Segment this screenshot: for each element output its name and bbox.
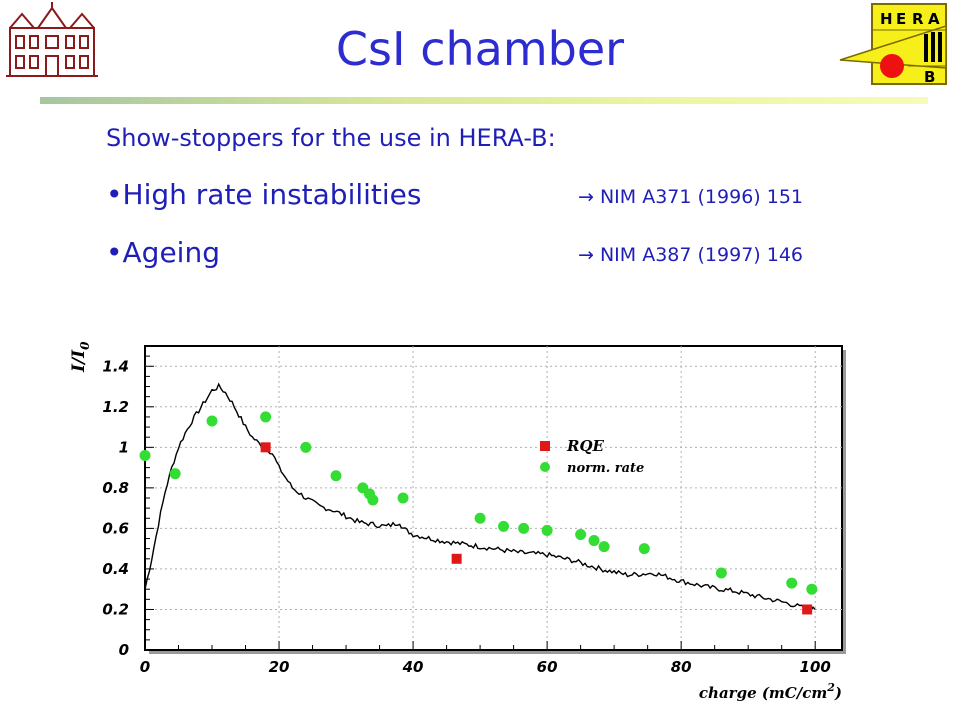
x-tick-label: 100 [800,658,831,676]
x-tick-label: 20 [269,658,290,676]
norm-rate-point [598,541,610,553]
reference-nim-a387: → NIM A387 (1997) 146 [578,244,803,266]
y-tick-label: 0 [119,641,129,659]
y-tick-label: 0.8 [102,479,129,497]
plot-frame [144,345,843,651]
hera-letter-e: E [896,10,906,28]
norm-rate-point [786,577,798,589]
legend-rqe-label: RQE [566,437,605,455]
norm-rate-point [518,522,530,534]
hera-letter-r: R [912,10,924,28]
norm-rate-point [367,494,379,506]
bullet-high-rate: •High rate instabilities [106,178,422,211]
y-tick-label: 0.2 [102,600,129,618]
x-tick-label: 0 [140,658,150,676]
y-tick-label: 0.6 [102,519,129,537]
x-axis-label-close: ) [834,684,842,702]
norm-rate-point [541,524,553,536]
norm-rate-point [397,492,409,504]
slide-title: CsI chamber [335,22,625,76]
x-tick-label: 40 [402,658,424,676]
hera-letter-a: A [928,10,940,28]
y-axis-label: I/I0 [69,341,92,373]
norm-rate-point [638,543,650,555]
norm-rate-point [474,512,486,524]
norm-rate-point [330,470,342,482]
legend-norm-rate-label: norm. rate [567,461,644,476]
university-building-logo [6,2,98,77]
legend-rqe-marker [540,441,550,451]
norm-rate-point [575,528,587,540]
title-underline-bar [40,97,928,104]
norm-rate-point [300,441,312,453]
x-tick-label: 60 [537,658,558,676]
x-tick-label: 80 [671,658,692,676]
rqe-point [260,442,271,453]
x-axis-label-superscript: 2 [826,681,835,694]
norm-rate-point [260,411,272,423]
legend-norm-rate-marker [540,462,550,472]
y-axis-label-subscript: 0 [78,341,92,350]
hera-letter-b: B [924,68,935,86]
norm-rate-point [169,468,181,480]
norm-rate-point [715,567,727,579]
subtitle: Show-stoppers for the use in HERA-B: [106,124,556,152]
norm-rate-point [588,535,600,547]
norm-rate-point [806,583,818,595]
reference-nim-a371: → NIM A371 (1996) 151 [578,186,803,208]
hera-letter-h: H [880,10,893,28]
y-tick-label: 1.2 [102,398,129,416]
rqe-point [451,553,462,564]
y-tick-label: 1 [119,438,129,456]
norm-rate-point [139,449,151,461]
hera-b-logo: H E R A B [839,3,947,86]
measurement-curve [144,382,816,613]
norm-rate-point [206,415,218,427]
norm-rate-point [498,520,510,532]
bullet-ageing: •Ageing [106,236,220,269]
rqe-point [802,604,813,615]
y-tick-label: 0.4 [102,560,129,578]
y-tick-label: 1.4 [102,357,129,375]
x-axis-label: charge (mC/cm2) [699,681,842,702]
